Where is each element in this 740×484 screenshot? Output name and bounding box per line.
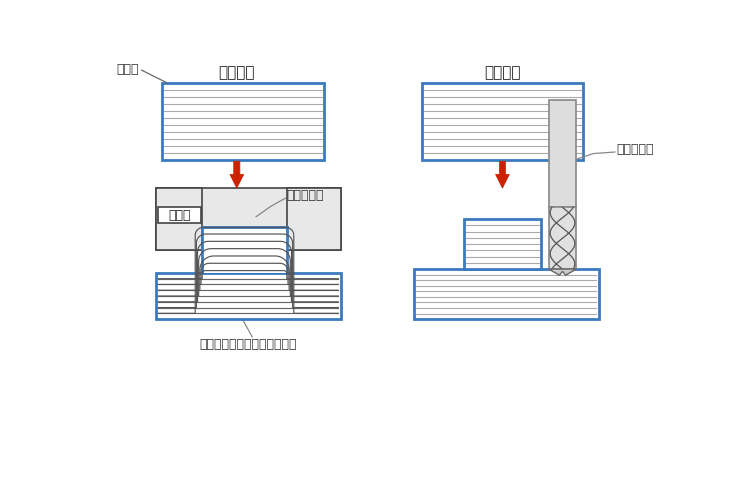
Polygon shape (496, 161, 509, 188)
Bar (202, 227, 287, 273)
Bar (548, 208, 576, 269)
Bar (156, 273, 340, 319)
Text: 〈切削〉: 〈切削〉 (484, 65, 521, 80)
Bar (158, 208, 201, 223)
Bar (422, 83, 583, 160)
Text: 高強度: 高強度 (168, 209, 191, 222)
Text: 金型で加圧: 金型で加圧 (287, 189, 324, 202)
Bar (548, 100, 576, 208)
Text: ワーク: ワーク (116, 63, 138, 76)
Bar (464, 219, 541, 269)
Bar (156, 188, 340, 250)
Bar (287, 188, 340, 250)
Bar (414, 269, 599, 319)
Text: エンドミル: エンドミル (616, 143, 654, 156)
Polygon shape (230, 161, 243, 188)
Bar (156, 188, 202, 250)
Bar (162, 83, 324, 160)
Polygon shape (548, 269, 576, 275)
Text: ファイバーフロー（鍛流線）: ファイバーフロー（鍛流線） (200, 338, 297, 351)
Text: 〈鍛造〉: 〈鍛造〉 (218, 65, 255, 80)
